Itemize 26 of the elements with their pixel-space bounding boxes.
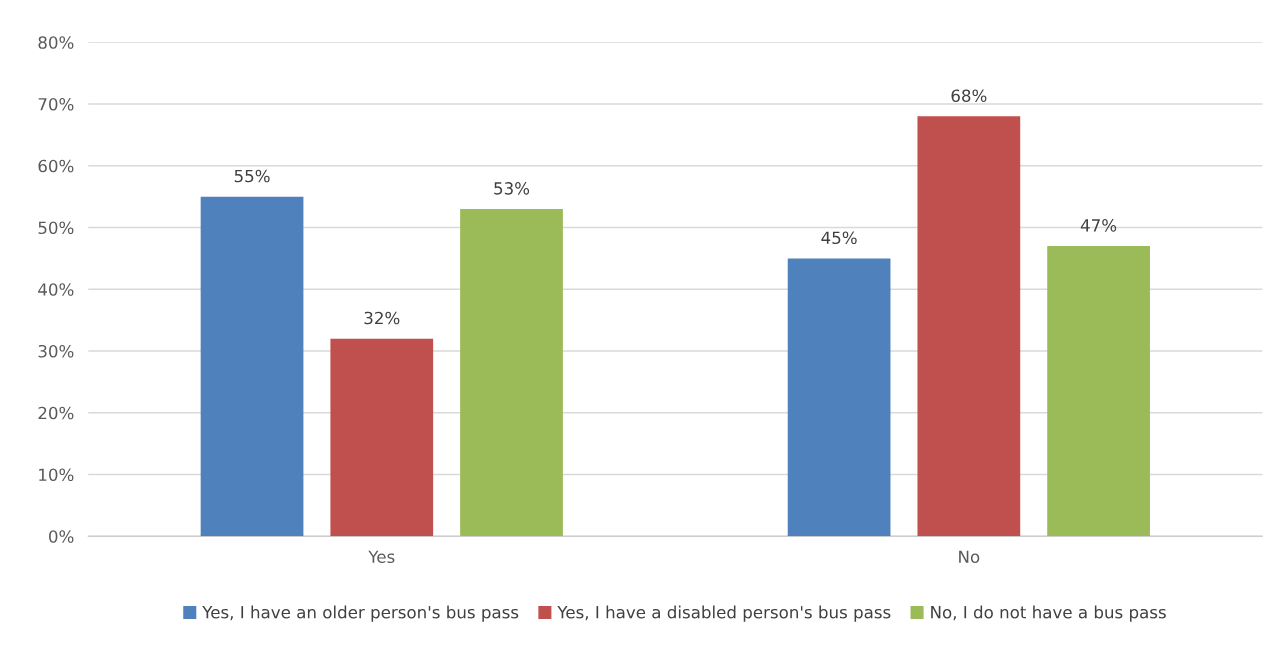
bar bbox=[917, 116, 1021, 537]
y-tick-label: 70% bbox=[38, 97, 74, 111]
data-label: 53% bbox=[494, 182, 530, 195]
bar bbox=[1047, 246, 1150, 537]
y-tick-label: 0% bbox=[49, 530, 74, 543]
legend-label: Yes, I have an older person's bus pass bbox=[202, 605, 519, 622]
bar bbox=[330, 338, 434, 537]
legend-label: Yes, I have a disabled person's bus pass bbox=[557, 605, 891, 622]
bar bbox=[787, 258, 891, 537]
y-tick-label: 50% bbox=[38, 221, 74, 235]
bar bbox=[200, 196, 304, 537]
x-tick-label: Yes bbox=[368, 550, 395, 564]
y-tick-label: 20% bbox=[38, 406, 74, 420]
data-label: 32% bbox=[364, 311, 400, 325]
data-label: 45% bbox=[821, 231, 857, 245]
x-tick-label: No bbox=[959, 550, 980, 564]
y-tick-label: 10% bbox=[39, 468, 74, 482]
y-tick-label: 30% bbox=[38, 344, 74, 358]
y-tick-label: 60% bbox=[38, 159, 74, 173]
data-label: 68% bbox=[951, 89, 987, 103]
bar bbox=[460, 208, 563, 537]
data-label: 47% bbox=[1080, 219, 1117, 232]
legend-label: No, I do not have a bus pass bbox=[931, 605, 1166, 622]
data-label: 55% bbox=[234, 169, 270, 183]
y-tick-label: 40% bbox=[38, 283, 74, 296]
y-tick-label: 80% bbox=[38, 36, 74, 49]
